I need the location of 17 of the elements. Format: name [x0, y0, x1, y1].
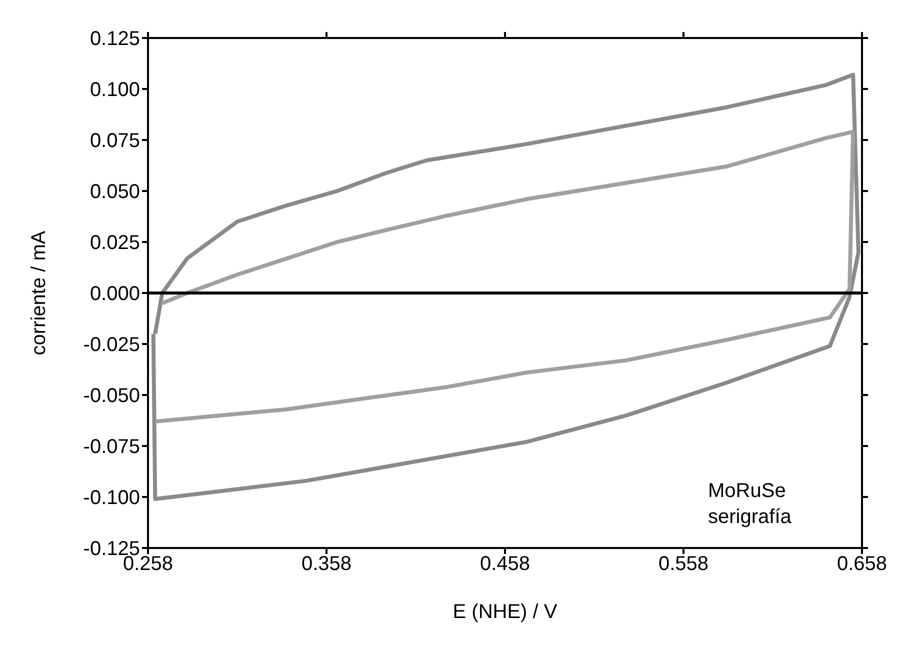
y-tick-label: 0.025	[90, 232, 140, 254]
x-tick-label: 0.558	[658, 553, 709, 576]
x-tick-label: 0.458	[480, 553, 530, 576]
y-tick-label: -0.100	[83, 487, 140, 510]
y-tick-label: 0.000	[90, 283, 140, 306]
y-tick-label: 0.050	[90, 181, 140, 204]
x-axis-title: E (NHE) / V	[452, 601, 558, 623]
y-tick-label: 0.100	[90, 79, 140, 102]
y-tick-label: -0.025	[83, 334, 140, 356]
y-tick-label: 0.075	[90, 130, 140, 152]
y-axis-title: corriente / mA	[28, 230, 50, 356]
y-tick-label: 0.125	[90, 28, 140, 50]
x-tick-label: 0.658	[836, 553, 888, 576]
y-tick-label: -0.075	[83, 436, 140, 458]
annotation: MoRuSe serigrafía	[708, 479, 792, 530]
x-tick-label: 0.358	[301, 553, 352, 576]
y-tick-label: -0.050	[83, 385, 140, 408]
